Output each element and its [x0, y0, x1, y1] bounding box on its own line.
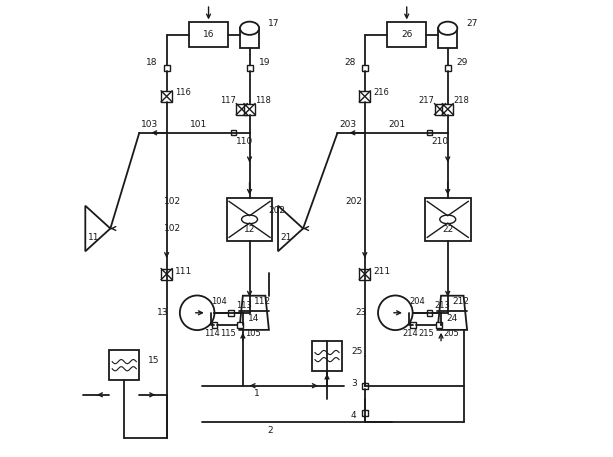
Text: 214: 214	[403, 329, 418, 338]
Text: 110: 110	[236, 138, 253, 146]
Bar	[244, 104, 255, 115]
Text: 2: 2	[267, 426, 273, 435]
Ellipse shape	[438, 21, 457, 35]
Text: 24: 24	[447, 314, 458, 323]
Text: 1: 1	[254, 389, 259, 399]
Text: 118: 118	[255, 96, 271, 106]
Text: 213: 213	[434, 301, 450, 309]
Text: 3: 3	[351, 379, 357, 388]
Text: 111: 111	[175, 267, 192, 276]
Text: 216: 216	[373, 88, 389, 97]
Text: 4: 4	[351, 411, 357, 420]
Bar	[161, 269, 172, 280]
Text: 205: 205	[443, 329, 459, 338]
Text: 19: 19	[259, 58, 270, 67]
Bar	[445, 65, 451, 71]
Bar	[211, 322, 218, 328]
Bar	[227, 198, 272, 241]
Bar	[427, 310, 433, 316]
Text: 27: 27	[466, 19, 478, 28]
Bar	[246, 65, 253, 71]
Text: 202: 202	[268, 206, 285, 215]
Bar	[362, 65, 368, 71]
Text: 16: 16	[203, 30, 215, 39]
Bar	[362, 383, 368, 388]
Text: 218: 218	[453, 96, 469, 106]
Bar	[231, 130, 236, 135]
Text: 23: 23	[356, 308, 367, 317]
Bar	[237, 322, 243, 328]
Bar	[409, 322, 416, 328]
Text: 105: 105	[245, 329, 261, 338]
Text: 102: 102	[164, 224, 181, 233]
Text: 15: 15	[148, 356, 159, 365]
Text: 212: 212	[452, 297, 470, 306]
Bar	[438, 28, 457, 48]
Text: 204: 204	[409, 297, 425, 306]
Text: 215: 215	[418, 329, 434, 338]
Text: 14: 14	[248, 314, 260, 323]
Bar	[362, 410, 368, 416]
Bar	[359, 269, 370, 280]
Text: 28: 28	[345, 58, 356, 67]
Bar	[312, 341, 342, 371]
Bar	[435, 104, 446, 115]
Bar	[229, 310, 234, 316]
Text: 104: 104	[211, 297, 227, 306]
Bar	[425, 198, 471, 241]
Text: 202: 202	[345, 197, 362, 206]
Ellipse shape	[240, 21, 259, 35]
Text: 29: 29	[457, 58, 468, 67]
Text: 11: 11	[88, 233, 99, 242]
Bar	[161, 91, 172, 102]
Bar	[240, 28, 259, 48]
Ellipse shape	[242, 215, 257, 224]
Text: 113: 113	[236, 301, 252, 309]
Bar	[387, 22, 426, 48]
Bar	[442, 104, 453, 115]
Text: 101: 101	[191, 120, 208, 129]
Text: 115: 115	[220, 329, 236, 338]
Text: 12: 12	[244, 225, 255, 234]
Ellipse shape	[440, 215, 455, 224]
Text: 102: 102	[164, 197, 181, 206]
Bar	[110, 351, 139, 380]
Text: 18: 18	[146, 58, 158, 67]
Text: 201: 201	[389, 120, 406, 129]
Text: 217: 217	[419, 96, 435, 106]
Text: 26: 26	[401, 30, 413, 39]
Text: 22: 22	[442, 225, 454, 234]
Bar	[359, 91, 370, 102]
Text: 17: 17	[268, 19, 280, 28]
Text: 114: 114	[204, 329, 220, 338]
Text: 210: 210	[432, 138, 449, 146]
Text: 25: 25	[351, 347, 362, 356]
Bar	[237, 104, 247, 115]
Text: 211: 211	[373, 267, 390, 276]
Circle shape	[180, 296, 215, 330]
Text: 116: 116	[175, 88, 191, 97]
Text: 117: 117	[221, 96, 237, 106]
Text: 13: 13	[157, 308, 169, 317]
Bar	[427, 130, 432, 135]
Text: 112: 112	[254, 297, 271, 306]
Circle shape	[378, 296, 413, 330]
Text: 21: 21	[280, 233, 292, 242]
Bar	[164, 65, 170, 71]
Text: 103: 103	[141, 120, 158, 129]
Text: 203: 203	[340, 120, 357, 129]
Bar	[189, 22, 228, 48]
Bar	[436, 322, 441, 328]
